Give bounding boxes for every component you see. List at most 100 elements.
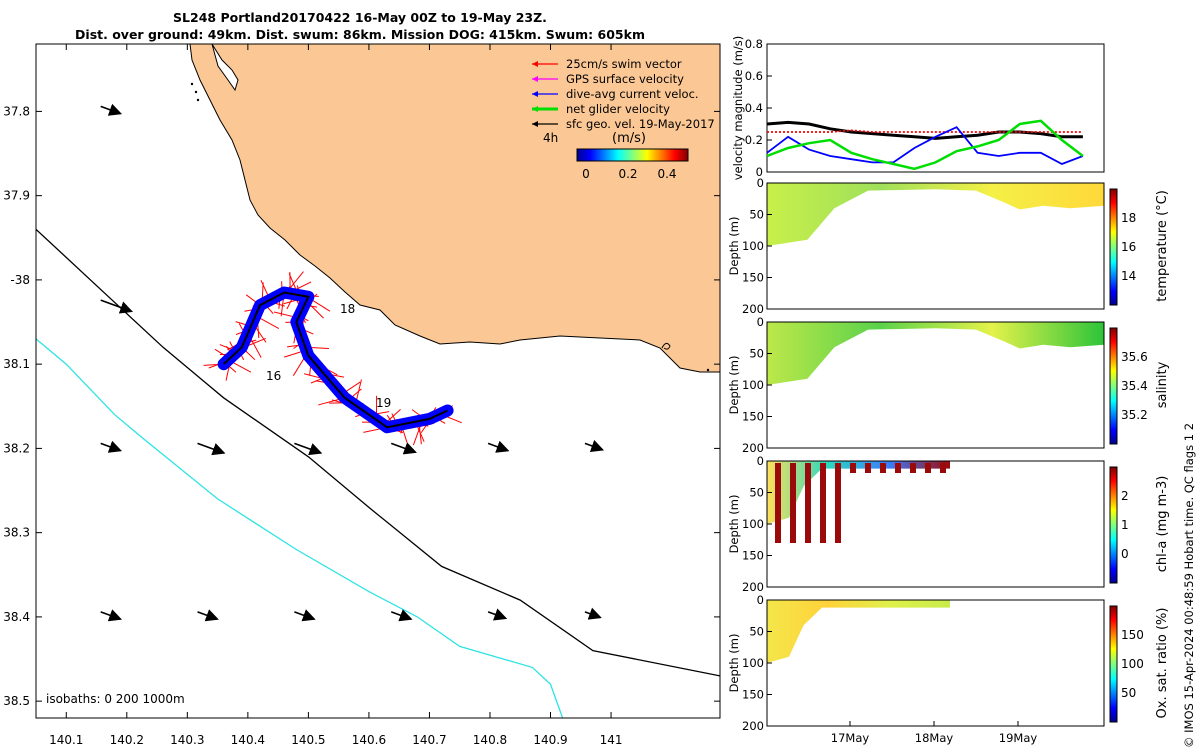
island-dot <box>194 90 198 94</box>
y-tick-label: 37.8 <box>3 104 30 118</box>
colorbar-tick-label: 100 <box>1121 657 1144 671</box>
section-y-label: 200 <box>742 719 764 733</box>
velocity-y-label: 0.8 <box>745 37 763 51</box>
map-y-ticks: 37.8 37.9 -38 38.1 38.2 38.3 38.4 38.5 <box>3 104 720 708</box>
velocity-series-line <box>766 126 1084 165</box>
legend-arrowhead <box>532 76 538 82</box>
glider-track <box>222 291 449 429</box>
x-tick-label: 140.3 <box>170 733 204 747</box>
section-y-label: 100 <box>742 517 764 531</box>
velocity-panel: 0 0.2 0.4 0.6 0.8 velocity magnitude (m/s) <box>731 36 1105 180</box>
velocity-series-line <box>767 129 1083 133</box>
geo-velocity-arrow <box>197 442 226 456</box>
chart-title-line2: Dist. over ground: 49km. Dist. swum: 86k… <box>75 27 645 42</box>
section-y-label: 200 <box>742 302 764 316</box>
track-label-16: 16 <box>266 369 281 383</box>
geo-velocity-arrow <box>390 609 413 622</box>
section-y-label: 100 <box>742 656 764 670</box>
section-data-fill <box>767 183 1104 246</box>
section-y-label: 150 <box>742 549 764 563</box>
colorbar-tick-label: 1 <box>1121 518 1129 532</box>
chla-bar <box>880 463 886 473</box>
y-tick-label: 38.5 <box>3 694 30 708</box>
land-mass <box>189 44 720 373</box>
section-y-label: 50 <box>749 625 764 639</box>
y-tick-label: 38.4 <box>3 610 30 624</box>
footer-credit: © IMOS 15-Apr-2024 00:48:59 Hobart time.… <box>1182 422 1196 748</box>
colorbar-label: chl-a (mg m-3) <box>1155 476 1170 573</box>
section-y-label: 200 <box>742 580 764 594</box>
x-tick-label: 140.4 <box>231 733 265 747</box>
legend-arrowhead <box>532 106 538 112</box>
section-y-label: 100 <box>742 378 764 392</box>
y-tick-label: 38.3 <box>3 526 30 540</box>
section-y-label: 50 <box>749 486 764 500</box>
section-ylabel: Depth (m) <box>727 495 741 554</box>
section-y-label: 150 <box>742 410 764 424</box>
time-tick-label: 18May <box>915 731 954 745</box>
section-panel: 0 50 100 150 200 Depth (m) 14 16 18 temperature (… <box>727 176 1170 316</box>
section-panel: 0 50 100 150 200 Depth (m) 0 1 2 chl-a (mg m-3) <box>727 454 1170 594</box>
colorbar-tick-label: 35.6 <box>1121 350 1148 364</box>
colorbar-tick-label: 0 <box>1121 547 1129 561</box>
velocity-y-label: 0.2 <box>745 133 763 147</box>
island-dot <box>190 82 194 86</box>
section-y-label: 0 <box>757 454 764 468</box>
legend-time-label: 4h <box>543 131 558 145</box>
section-y-label: 0 <box>757 315 764 329</box>
x-tick-label: 140.9 <box>533 733 567 747</box>
colorbar-tick-label: 2 <box>1121 489 1129 503</box>
geo-velocity-arrow <box>100 609 122 622</box>
colorbar-tick: 0.4 <box>657 167 676 181</box>
x-tick-label: 141 <box>600 733 623 747</box>
x-tick-label: 140.8 <box>473 733 507 747</box>
geo-velocity-arrow <box>584 607 602 620</box>
y-tick-label: 37.9 <box>3 189 30 203</box>
colorbar-tick-label: 150 <box>1121 628 1144 642</box>
section-y-label: 150 <box>742 271 764 285</box>
section-y-label: 100 <box>742 239 764 253</box>
chla-bar <box>910 463 916 473</box>
time-axis-ticks: 17May 18May 19May <box>831 721 1038 745</box>
x-tick-label: 140.7 <box>412 733 446 747</box>
isobath-note: isobaths: 0 200 1000m <box>46 692 185 706</box>
colorbar-tick-label: 50 <box>1121 686 1136 700</box>
x-tick-label: 140.1 <box>49 733 83 747</box>
lake-feature <box>211 44 239 92</box>
map-panel: 16 18 19 140.1 140.2 140.3 140.4 140.5 140.6 1… <box>3 43 721 747</box>
chla-bar <box>895 463 901 473</box>
legend-arrowhead <box>532 91 538 97</box>
time-tick-label: 17May <box>831 731 870 745</box>
colorbar-tick: 0.2 <box>618 167 637 181</box>
geo-velocity-arrow <box>100 299 133 314</box>
legend-label: dive-avg current veloc. <box>566 87 699 101</box>
geostrophic-arrows <box>100 103 605 622</box>
section-y-label: 150 <box>742 688 764 702</box>
time-tick-label: 19May <box>999 731 1038 745</box>
legend-label: net glider velocity <box>566 102 670 116</box>
map-frame <box>35 43 721 719</box>
chla-bar <box>775 463 781 543</box>
geo-velocity-arrow <box>100 440 122 453</box>
x-tick-label: 140.5 <box>291 733 325 747</box>
colorbar-title: (m/s) <box>612 131 646 146</box>
velocity-y-label: 0.4 <box>745 101 763 115</box>
chla-bar <box>865 463 871 473</box>
chla-bar <box>940 463 946 473</box>
coast-hook <box>661 342 671 350</box>
geo-velocity-arrow <box>100 103 122 116</box>
section-y-label: 200 <box>742 441 764 455</box>
section-ylabel: Depth (m) <box>727 634 741 693</box>
speed-colorbar <box>576 148 689 162</box>
y-tick-label: 38.2 <box>3 441 30 455</box>
section-y-label: 0 <box>757 593 764 607</box>
geo-velocity-arrow <box>197 609 219 622</box>
geo-velocity-arrow <box>487 608 508 621</box>
chla-bar <box>790 463 796 543</box>
chart-title-line1: SL248 Portland20170422 16-May 00Z to 19-… <box>173 10 547 25</box>
colorbar-tick-label: 14 <box>1121 269 1136 283</box>
chla-bar <box>835 463 841 543</box>
